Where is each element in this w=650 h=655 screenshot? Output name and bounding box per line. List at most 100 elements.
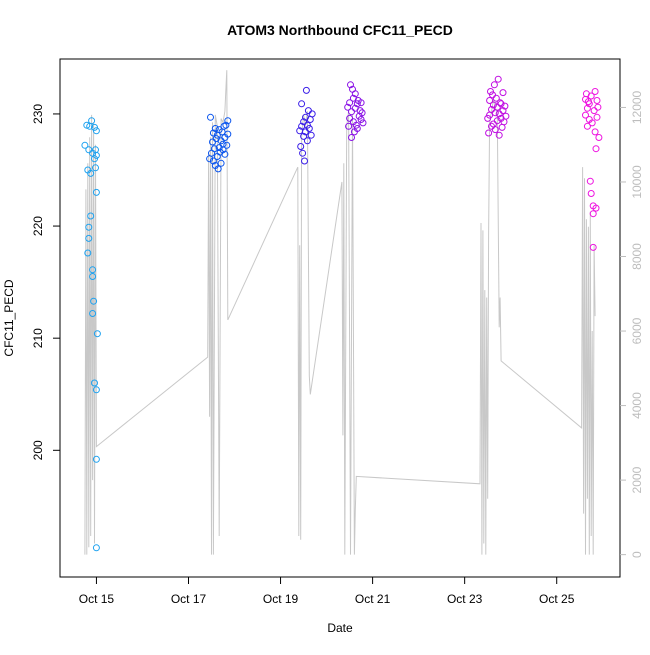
data-point [209,157,217,165]
data-point [219,140,227,148]
data-point [351,90,359,98]
data-point [497,100,505,108]
data-point [301,157,308,165]
data-point [586,177,594,185]
data-point [492,94,500,102]
data-point [356,107,364,115]
x-axis-label: Date [327,621,353,635]
data-point [589,210,597,218]
chart-title: ATOM3 Northbound CFC11_PECD [227,22,453,38]
data-point [585,100,593,108]
data-point [222,121,230,129]
y-right-tick-label: 8000 [630,243,644,270]
data-point [87,212,95,220]
data-point [496,99,504,107]
data-point [491,109,499,117]
data-point [353,100,361,108]
data-point [300,132,308,140]
y-right-tick-label: 10000 [630,165,644,199]
data-point [493,117,501,125]
data-point [89,310,97,317]
plot-frame [59,58,621,578]
data-point [223,141,231,149]
data-point [352,121,360,129]
data-point [595,134,603,141]
data-point [486,97,494,104]
y-right-tick-label: 4000 [630,392,644,419]
data-point [92,164,99,172]
data-point [487,88,494,95]
data-point [90,297,98,305]
data-point [353,125,361,132]
data-point [92,386,100,394]
data-point [81,141,89,149]
data-point [214,165,222,173]
data-point [590,107,598,115]
data-point [87,169,95,177]
data-point [348,108,355,116]
data-point [88,117,96,125]
data-point [92,127,100,135]
y-left-tick-label: 230 [31,104,45,124]
data-point [92,188,100,196]
data-point [297,143,305,150]
data-point [588,119,596,127]
data-point [92,544,100,552]
data-point [348,134,355,141]
data-point [494,75,502,83]
data-point [501,102,509,110]
data-point [591,128,599,136]
data-point [298,100,306,108]
data-point [93,330,101,338]
data-point [498,123,506,131]
data-point [495,131,503,139]
x-tick-label: Oct 15 [79,592,115,606]
data-point [502,112,510,120]
data-point [224,117,232,125]
data-point [304,107,312,115]
data-point [490,81,498,89]
data-point [85,234,93,242]
data-point [499,89,507,97]
data-point [594,103,602,111]
data-point [589,243,597,251]
data-point [582,111,589,119]
x-tick-label: Oct 21 [355,592,391,606]
y-right-tick-label: 2000 [630,466,644,493]
data-point [303,137,311,145]
data-point [91,379,98,387]
data-point [491,126,499,134]
data-point [207,113,214,121]
data-point [587,190,595,197]
data-point [91,123,98,131]
data-point [85,146,93,154]
data-point [211,125,219,132]
y-left-tick-label: 220 [31,216,45,236]
data-point [91,155,98,163]
y-axis-label: CFC11_PECD [2,279,16,356]
data-point [85,223,93,231]
y-right-tick-label: 0 [630,551,644,558]
data-point [221,150,229,158]
data-point [307,131,315,139]
data-point [89,266,97,274]
x-tick-label: Oct 25 [539,592,575,606]
x-tick-label: Oct 17 [171,592,207,606]
data-point [209,129,217,137]
data-point [499,107,507,115]
data-point [299,149,307,157]
data-point [358,109,366,117]
data-point [592,204,600,212]
y-right-tick-label: 12000 [630,90,644,124]
axes-layer: Oct 15 Oct 17 Oct 19 Oct 21 Oct 23 Oct 25 200 2… [31,58,644,606]
data-point [84,249,92,257]
data-point [587,92,595,100]
altitude-line [84,70,596,555]
data-point [92,151,100,159]
data-point [583,122,591,130]
data-point [591,88,599,95]
data-point [357,99,365,107]
data-point [92,455,100,463]
y-left-tick-label: 210 [31,328,45,348]
